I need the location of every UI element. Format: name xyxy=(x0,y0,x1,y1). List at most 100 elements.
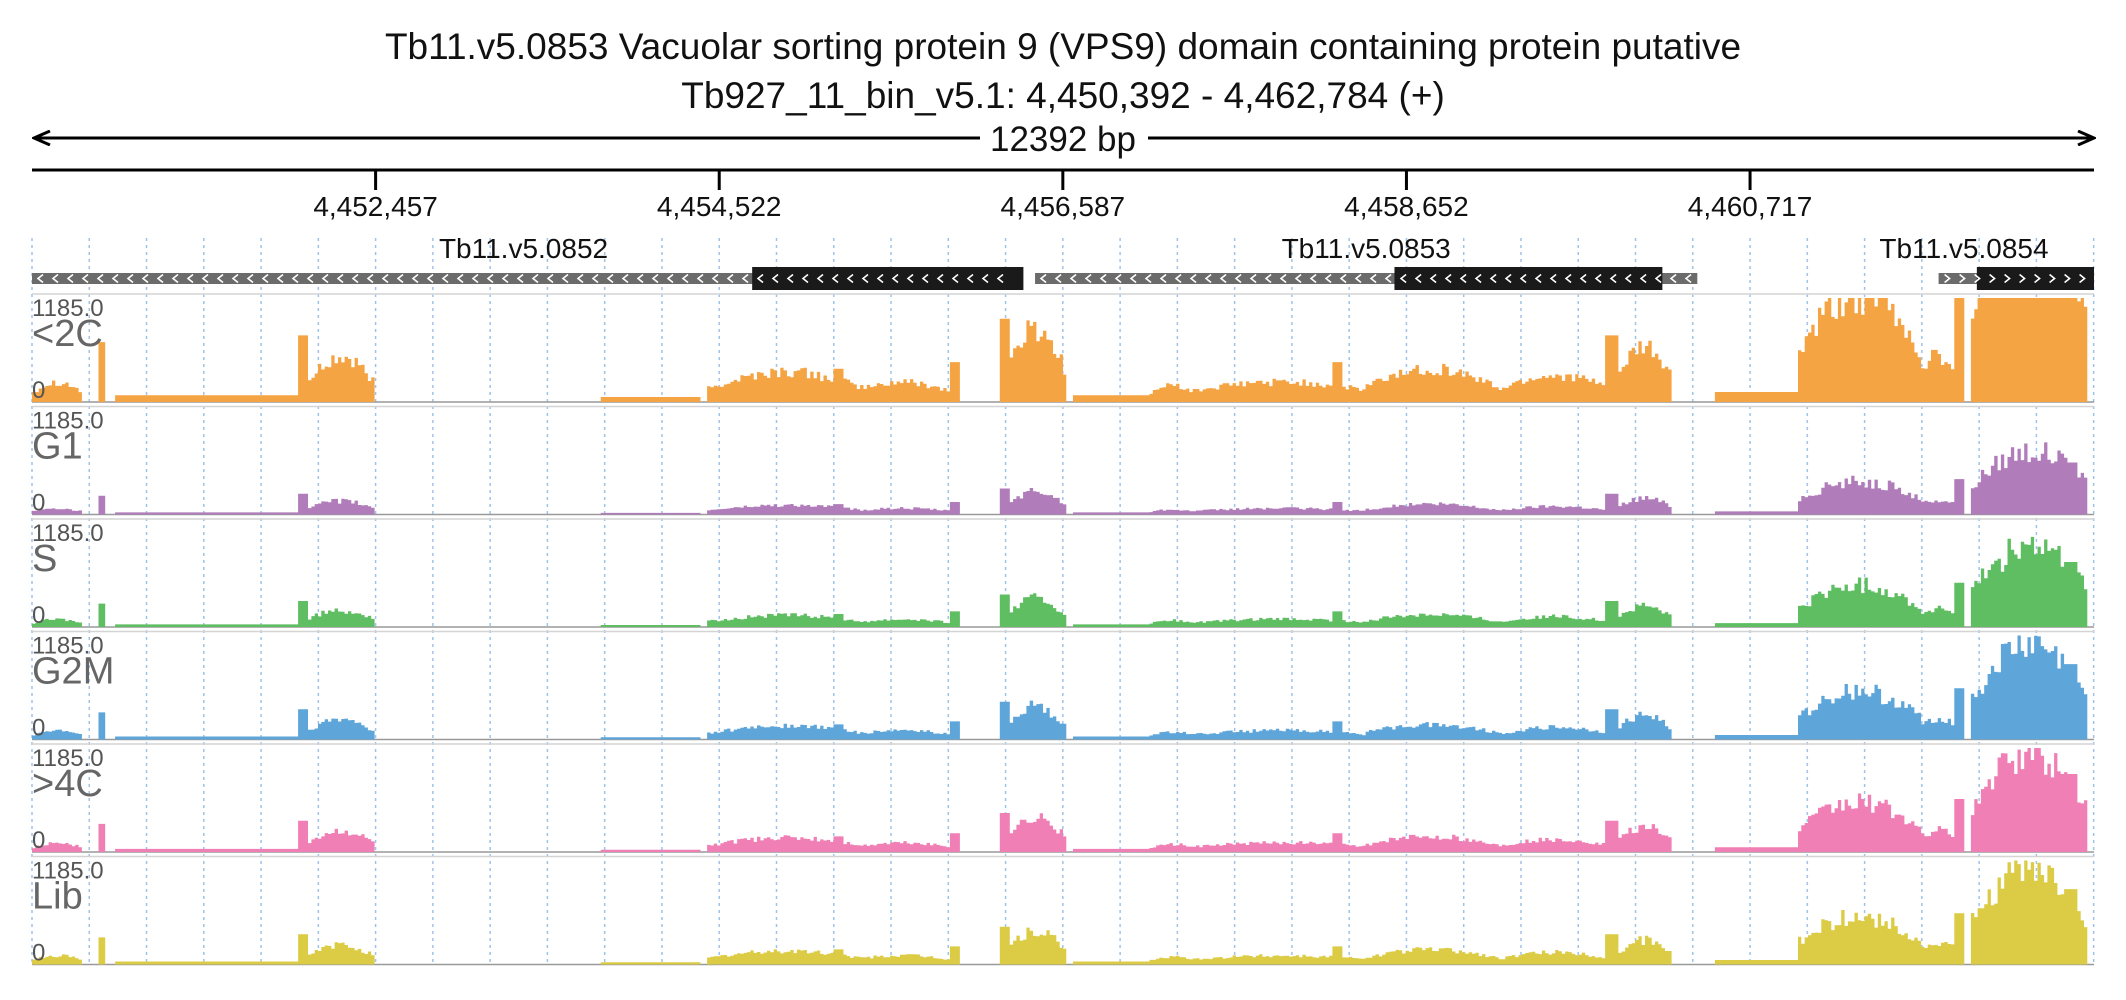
track-ymin-label: 0 xyxy=(32,377,45,404)
track-1: 1185.0G1 0 xyxy=(32,405,2094,517)
strand-arrow xyxy=(111,273,119,284)
strand-arrow xyxy=(1159,273,1167,284)
tick-label-1: 4,454,522 xyxy=(657,191,782,222)
gene-label-0: Tb11.v5.0852 xyxy=(439,233,608,264)
strand-arrow xyxy=(171,273,179,284)
track-name: G2M xyxy=(32,651,114,693)
coverage-area xyxy=(32,442,2094,515)
track-ymax-label: 1185.0 xyxy=(32,520,104,547)
strand-arrow xyxy=(876,273,884,284)
strand-arrow xyxy=(786,273,794,284)
strand-arrow xyxy=(996,273,1004,284)
strand-arrow xyxy=(561,273,569,284)
track-ymax-label: 1185.0 xyxy=(32,633,104,660)
strand-arrow xyxy=(366,273,374,284)
strand-arrow xyxy=(1534,273,1542,284)
strand-arrow xyxy=(1354,273,1362,284)
track-ymax-label: 1185.0 xyxy=(32,408,104,435)
strand-arrow xyxy=(1174,273,1182,284)
strand-arrow xyxy=(1489,273,1497,284)
strand-arrow xyxy=(1234,273,1242,284)
strand-arrow xyxy=(1249,273,1257,284)
chart-title-line1: Tb11.v5.0853 Vacuolar sorting protein 9 … xyxy=(385,26,1741,67)
strand-arrow xyxy=(1459,273,1467,284)
gene-cds-2 xyxy=(1976,267,2094,290)
strand-arrow xyxy=(1989,273,1996,284)
strand-arrow xyxy=(1264,273,1272,284)
strand-arrow xyxy=(1684,273,1692,284)
strand-arrow xyxy=(756,273,764,284)
track-name: G1 xyxy=(32,426,83,468)
strand-arrow xyxy=(411,273,419,284)
strand-arrow xyxy=(336,273,344,284)
strand-arrow xyxy=(276,273,284,284)
strand-arrow xyxy=(456,273,464,284)
strand-arrow xyxy=(621,273,629,284)
strand-arrow xyxy=(1324,273,1332,284)
gene-cds-0 xyxy=(752,267,1024,290)
strand-arrow xyxy=(576,273,584,284)
strand-arrow xyxy=(1309,273,1317,284)
track-name: <2C xyxy=(32,313,103,355)
strand-arrow xyxy=(36,273,44,284)
strand-arrow xyxy=(396,273,404,284)
strand-arrow xyxy=(381,273,389,284)
strand-arrow xyxy=(726,273,734,284)
strand-arrow xyxy=(1654,273,1662,284)
track-ymax-label: 1185.0 xyxy=(32,858,104,885)
strand-arrow xyxy=(66,273,74,284)
strand-arrow xyxy=(1039,273,1047,284)
strand-arrow xyxy=(2064,273,2071,284)
track-ymin-label: 0 xyxy=(32,827,45,854)
tick-label-3: 4,458,652 xyxy=(1344,191,1469,222)
chart-title-line2: Tb927_11_bin_v5.1: 4,450,392 - 4,462,784… xyxy=(681,75,1445,116)
strand-arrow xyxy=(126,273,134,284)
coverage-tracks: 1185.0<2C01185.0G101185.0S01185.0G2M0118… xyxy=(32,293,2094,967)
strand-arrow xyxy=(81,273,89,284)
vertical-gridlines xyxy=(31,238,2095,962)
strand-arrow xyxy=(681,273,689,284)
strand-arrow xyxy=(141,273,149,284)
strand-arrow xyxy=(2019,273,2026,284)
strand-arrow xyxy=(351,273,359,284)
strand-arrow xyxy=(1959,273,1966,284)
strand-arrow xyxy=(51,273,59,284)
strand-arrow xyxy=(471,273,479,284)
gene-label-2: Tb11.v5.0854 xyxy=(1879,233,2048,264)
strand-arrow xyxy=(1144,273,1152,284)
strand-arrow xyxy=(216,273,224,284)
strand-arrow xyxy=(1279,273,1287,284)
strand-arrow xyxy=(921,273,929,284)
track-ymin-label: 0 xyxy=(32,715,45,742)
strand-arrow xyxy=(591,273,599,284)
strand-arrow xyxy=(1189,273,1197,284)
strand-arrow xyxy=(906,273,914,284)
strand-arrow xyxy=(1564,273,1572,284)
strand-arrow xyxy=(291,273,299,284)
strand-arrow xyxy=(831,273,839,284)
strand-arrow xyxy=(231,273,239,284)
strand-arrow xyxy=(2004,273,2011,284)
strand-arrow xyxy=(1669,273,1677,284)
strand-arrow xyxy=(306,273,314,284)
strand-arrow xyxy=(261,273,269,284)
strand-arrow xyxy=(321,273,329,284)
strand-arrow xyxy=(666,273,674,284)
strand-arrow xyxy=(936,273,944,284)
strand-arrow xyxy=(1339,273,1347,284)
strand-arrow xyxy=(951,273,959,284)
strand-arrow xyxy=(1639,273,1647,284)
strand-arrow xyxy=(501,273,509,284)
track-4: 1185.0>4C 0 xyxy=(32,743,2094,854)
ruler-ticks: 4,452,457 4,454,522 4,456,587 4,458,652 4,46… xyxy=(313,170,1812,222)
strand-arrow xyxy=(2049,273,2056,284)
gene-label-1: Tb11.v5.0853 xyxy=(1282,233,1451,264)
strand-arrow xyxy=(516,273,524,284)
tick-label-2: 4,456,587 xyxy=(1001,191,1126,222)
strand-arrow xyxy=(486,273,494,284)
track-ymax-label: 1185.0 xyxy=(32,295,104,322)
track-ymax-label: 1185.0 xyxy=(32,745,104,772)
coverage-area xyxy=(32,536,2094,627)
strand-arrow xyxy=(1504,273,1512,284)
